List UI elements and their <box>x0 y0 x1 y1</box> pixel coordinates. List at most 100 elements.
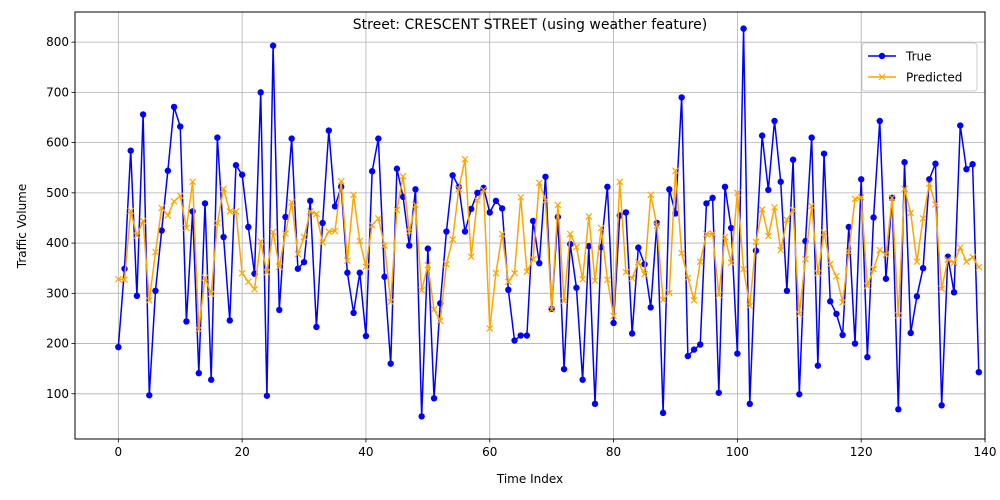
true-point <box>604 183 611 191</box>
y-axis-label: Traffic Volume <box>15 184 29 270</box>
predicted-point <box>486 325 494 332</box>
predicted-point <box>201 274 209 282</box>
true-point <box>690 346 698 353</box>
predicted-point <box>672 167 679 175</box>
true-point <box>232 162 240 169</box>
predicted-point <box>331 227 339 235</box>
true-point <box>307 197 314 205</box>
y-tick-label: 400 <box>46 236 69 250</box>
x-tick-label: 140 <box>974 445 997 459</box>
true-point <box>789 156 797 163</box>
true-point <box>331 203 339 210</box>
predicted-point <box>443 260 450 268</box>
predicted-point <box>183 224 190 232</box>
predicted-point <box>523 268 531 276</box>
x-axis-label: Time Index <box>496 472 563 486</box>
true-point <box>628 330 636 337</box>
predicted-point <box>579 275 587 283</box>
true-point <box>913 293 921 300</box>
true-point <box>833 310 840 318</box>
predicted-point <box>387 298 395 306</box>
true-point <box>158 227 165 234</box>
predicted-point <box>659 296 667 304</box>
predicted-point <box>176 192 184 200</box>
x-tick-label: 120 <box>850 445 873 459</box>
predicted-point <box>504 278 512 286</box>
predicted-point <box>585 213 593 220</box>
x-axis: 0 20 40 60 80 100 120 140 <box>115 439 997 459</box>
predicted-point <box>560 297 568 305</box>
predicted-point <box>121 276 128 284</box>
true-point <box>560 365 568 373</box>
predicted-point <box>913 258 921 266</box>
predicted-point <box>758 206 766 213</box>
legend-true-label: True <box>905 50 932 64</box>
true-point <box>796 391 803 398</box>
true-point <box>864 353 871 361</box>
predicted-point <box>771 203 778 211</box>
true-point <box>950 289 958 296</box>
true-point <box>492 197 500 205</box>
true-point <box>474 189 481 197</box>
predicted-point <box>362 263 370 271</box>
predicted-point <box>969 253 977 261</box>
predicted-point <box>251 285 258 293</box>
true-point <box>746 400 753 408</box>
predicted-point <box>195 326 203 333</box>
true-point <box>325 127 333 134</box>
true-point <box>740 25 747 32</box>
true-point <box>783 287 791 295</box>
y-tick-label: 200 <box>46 337 69 351</box>
y-axis: 100 200 300 400 500 600 700 800 <box>46 35 75 401</box>
true-point <box>238 171 246 178</box>
predicted-point <box>374 215 382 222</box>
predicted-point <box>696 258 704 266</box>
predicted-point <box>492 269 500 277</box>
predicted-point <box>399 172 407 180</box>
predicted-point <box>932 200 939 208</box>
predicted-point <box>207 290 215 298</box>
true-point <box>963 166 970 173</box>
x-tick-label: 80 <box>606 445 621 459</box>
predicted-point <box>226 208 234 215</box>
predicted-point <box>764 232 772 240</box>
true-point <box>901 159 908 166</box>
true-point <box>715 389 723 396</box>
predicted-point <box>393 206 401 214</box>
predicted-point <box>350 191 357 199</box>
predicted-point <box>808 202 816 210</box>
predicted-point <box>306 208 314 215</box>
predicted-point <box>870 265 877 273</box>
chart-title: Street: CRESCENT STREET (using weather f… <box>353 17 707 33</box>
true-point <box>220 233 227 241</box>
predicted-point <box>257 238 265 245</box>
predicted-line <box>118 158 980 331</box>
true-point <box>814 362 822 369</box>
predicted-point <box>381 242 388 250</box>
true-point <box>467 205 475 213</box>
predicted-point <box>603 276 611 284</box>
predicted-point <box>975 263 983 271</box>
predicted-point <box>189 178 197 186</box>
predicted-point <box>721 233 729 241</box>
predicted-point <box>944 256 952 264</box>
true-point <box>919 265 927 272</box>
predicted-point <box>449 236 457 243</box>
predicted-point <box>467 253 475 261</box>
true-point <box>678 94 685 101</box>
true-point <box>257 89 264 96</box>
y-tick-label: 700 <box>46 85 69 99</box>
predicted-point <box>566 230 574 238</box>
predicted-point <box>368 221 376 229</box>
predicted-point <box>857 193 865 201</box>
true-point <box>313 323 320 331</box>
true-point <box>957 122 964 129</box>
true-point <box>839 331 846 339</box>
predicted-point <box>232 208 240 215</box>
predicted-point <box>752 238 760 246</box>
true-point <box>771 117 778 125</box>
predicted-point <box>269 228 277 236</box>
true-point <box>449 172 456 179</box>
true-point <box>362 332 370 340</box>
